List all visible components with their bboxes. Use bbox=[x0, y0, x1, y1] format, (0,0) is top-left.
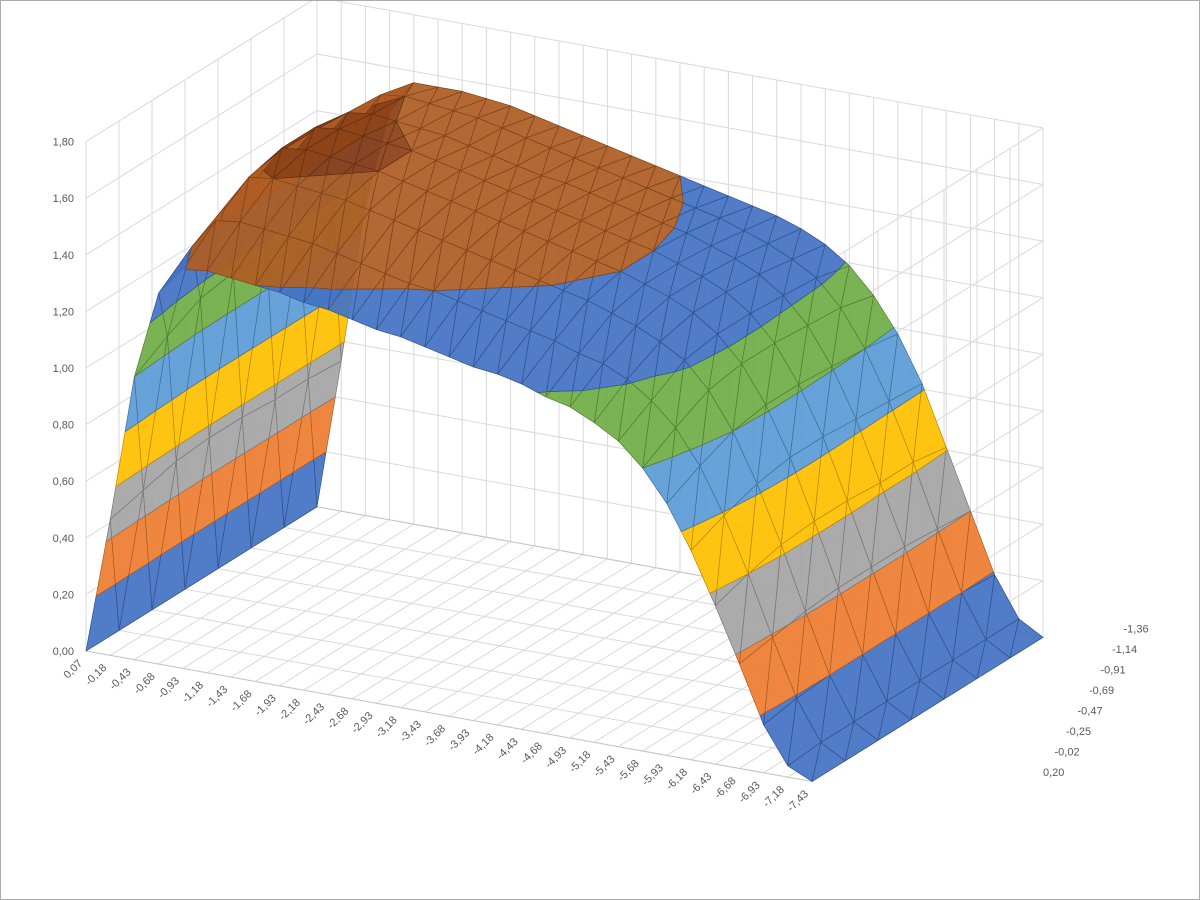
z-axis-tick-label: 0,80 bbox=[53, 420, 74, 432]
x-axis-tick-label: -5,68 bbox=[616, 758, 642, 784]
surface-band-polygon bbox=[105, 519, 113, 542]
grid-line bbox=[316, 53, 1044, 185]
y-axis-tick-label: -0,47 bbox=[1078, 706, 1103, 718]
x-axis-tick-label: -7,18 bbox=[761, 784, 787, 810]
grid-line bbox=[376, 558, 608, 704]
grid-line bbox=[85, 1, 313, 143]
z-axis-tick-label: 1,40 bbox=[53, 250, 74, 262]
grid-line bbox=[279, 541, 511, 687]
surface-mesh bbox=[85, 82, 1044, 782]
x-axis-tick-label: -3,93 bbox=[446, 727, 472, 753]
x-axis-tick-label: -3,68 bbox=[422, 723, 448, 749]
grid-line bbox=[521, 584, 753, 730]
x-axis-tick-label: -4,93 bbox=[543, 745, 569, 771]
grid-line bbox=[85, 110, 318, 256]
x-axis-tick-label: -0,68 bbox=[132, 671, 158, 697]
x-axis-tick-label: -1,43 bbox=[204, 684, 230, 710]
y-axis-labels: 0,20 -0,02 -0,25 -0,47 -0,69 -0,91 -1,14 -1,36 bbox=[1043, 624, 1149, 780]
grid-line bbox=[206, 528, 439, 674]
grid-line bbox=[327, 549, 560, 695]
x-axis-tick-label: -6,43 bbox=[688, 771, 714, 797]
grid-line bbox=[811, 127, 1044, 273]
z-axis-tick-label: 0,00 bbox=[53, 646, 74, 658]
x-axis-tick-label: -0,93 bbox=[156, 675, 182, 701]
x-axis-tick-label: -1,93 bbox=[253, 692, 279, 718]
z-axis-labels: 0,00 0,20 0,40 0,60 0,80 1,00 1,20 1,40 1,60 1,80 bbox=[53, 137, 74, 658]
x-axis-tick-label: -4,18 bbox=[470, 732, 496, 758]
grid-line bbox=[151, 609, 879, 741]
surface-band-polygon bbox=[85, 583, 120, 652]
x-axis-tick-label: -3,43 bbox=[398, 719, 424, 745]
surface-band-polygon bbox=[124, 376, 139, 432]
x-axis-tick-label: -2,93 bbox=[349, 710, 375, 736]
grid-line bbox=[448, 571, 681, 717]
y-axis-tick-label: -0,69 bbox=[1089, 685, 1114, 697]
y-axis-tick-label: -0,02 bbox=[1055, 747, 1080, 759]
surface-band-polygon bbox=[134, 335, 168, 378]
grid-line bbox=[158, 519, 390, 665]
x-axis-tick-label: -2,43 bbox=[301, 701, 327, 727]
y-axis-tick-label: 0,20 bbox=[1043, 767, 1064, 779]
x-axis-tick-label: -1,18 bbox=[180, 679, 206, 705]
z-axis-tick-label: 0,60 bbox=[53, 476, 74, 488]
grid-line bbox=[497, 580, 729, 726]
grid-line bbox=[109, 510, 342, 656]
x-axis-tick-label: -5,93 bbox=[640, 762, 666, 788]
y-axis-tick-label: -0,25 bbox=[1066, 726, 1091, 738]
grid-line bbox=[424, 567, 657, 713]
grid-line bbox=[400, 562, 632, 708]
x-axis-tick-label: -0,43 bbox=[107, 666, 133, 692]
grid-line bbox=[303, 545, 536, 691]
z-axis-tick-label: 0,40 bbox=[53, 533, 74, 545]
x-axis-tick-label: -2,68 bbox=[325, 705, 351, 731]
grid-line bbox=[351, 554, 584, 700]
grid-line bbox=[472, 575, 705, 722]
z-axis-tick-label: 1,20 bbox=[53, 306, 74, 318]
x-axis-tick-label: -4,43 bbox=[495, 736, 521, 762]
z-axis-tick-label: 1,80 bbox=[53, 137, 74, 149]
y-axis-tick-label: -1,14 bbox=[1112, 644, 1137, 656]
grid-line bbox=[85, 53, 318, 199]
z-axis-tick-label: 1,00 bbox=[53, 363, 74, 375]
y-axis-tick-label: -0,91 bbox=[1101, 665, 1126, 677]
x-axis-tick-label: -6,18 bbox=[664, 766, 690, 792]
surface-band-polygon bbox=[149, 292, 163, 324]
grid-line bbox=[134, 515, 366, 661]
x-axis-tick-label: -6,93 bbox=[737, 779, 763, 805]
x-axis-tick-label: 0,07 bbox=[61, 658, 85, 682]
grid-line bbox=[334, 1, 1044, 129]
x-axis-tick-label: -6,68 bbox=[712, 775, 738, 801]
x-axis-tick-label: -4,68 bbox=[519, 740, 545, 766]
x-axis-tick-label: -3,18 bbox=[374, 714, 400, 740]
x-axis-tick-label: -5,43 bbox=[591, 753, 617, 779]
x-axis-tick-label: -0,18 bbox=[83, 662, 109, 688]
grid-line bbox=[255, 536, 487, 682]
x-axis-tick-label: -1,68 bbox=[228, 688, 254, 714]
z-axis-tick-label: 0,20 bbox=[53, 589, 74, 601]
surface-band-polygon bbox=[259, 147, 283, 168]
grid-line bbox=[230, 532, 463, 678]
z-axis-tick-label: 1,60 bbox=[53, 193, 74, 205]
grid-line bbox=[182, 523, 415, 669]
x-axis-tick-label: -7,43 bbox=[785, 788, 811, 814]
x-axis-tick-label: -5,18 bbox=[567, 749, 593, 775]
grid-line bbox=[118, 629, 846, 762]
x-axis-tick-label: -2,18 bbox=[277, 697, 303, 723]
y-axis-tick-label: -1,36 bbox=[1124, 624, 1149, 636]
